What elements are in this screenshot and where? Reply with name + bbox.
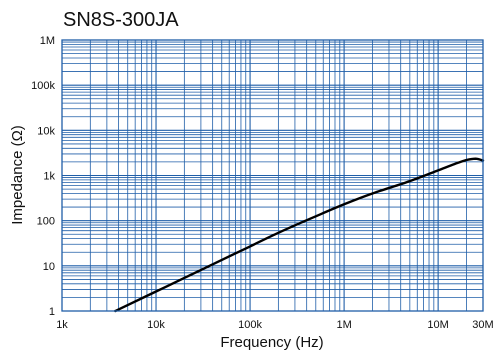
x-tick-label: 10M (427, 319, 448, 331)
x-tick-label: 100k (238, 319, 262, 331)
y-tick-label: 100 (37, 216, 55, 228)
plot-frame (61, 39, 484, 312)
plot-area (61, 39, 485, 313)
impedance-curve (114, 157, 485, 313)
x-tick-label: 1M (336, 319, 351, 331)
x-tick-label: 10k (147, 319, 165, 331)
x-tick-labels: 1k 10k 100k 1M 10M 30M (56, 319, 494, 331)
major-grid (62, 40, 483, 311)
chart-title: SN8S-300JA (63, 9, 179, 31)
y-tick-label: 1M (40, 35, 55, 47)
x-axis-title: Frequency (Hz) (220, 334, 323, 351)
y-axis-title: Impedance (Ω) (9, 125, 26, 225)
y-tick-label: 1 (49, 306, 55, 318)
y-tick-label: 10k (37, 125, 55, 137)
y-tick-label: 10 (43, 261, 55, 273)
y-tick-label: 100k (31, 80, 55, 92)
y-tick-label: 1k (43, 171, 55, 183)
y-tick-labels: 1 10 100 1k 10k 100k 1M (31, 35, 55, 318)
x-tick-label: 1k (56, 319, 68, 331)
x-tick-label: 30M (472, 319, 493, 331)
